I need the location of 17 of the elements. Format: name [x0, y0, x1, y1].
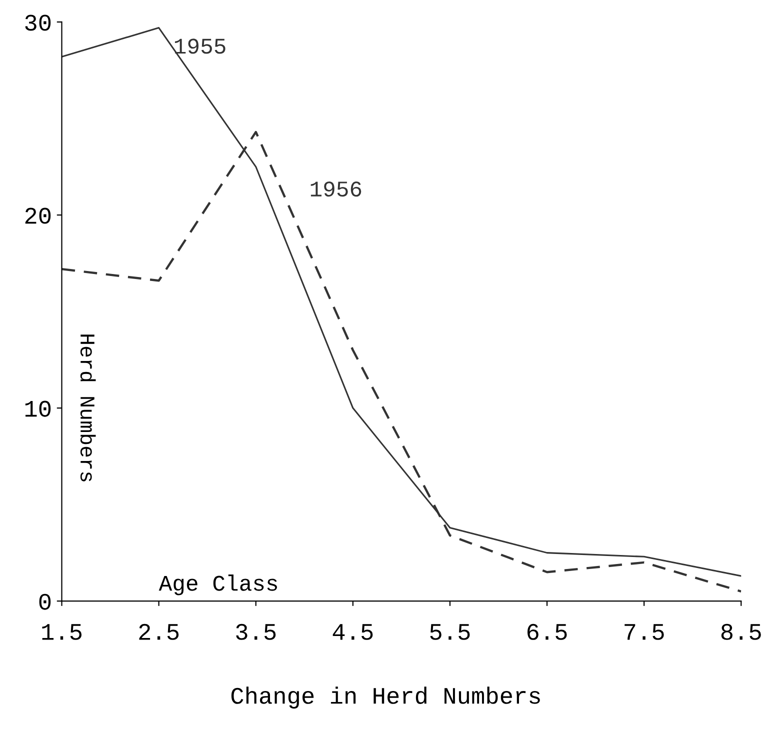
y-axis-title: Herd Numbers [80, 334, 96, 482]
x-tick-label: 1.5 [42, 624, 82, 640]
series-label: 1956 [310, 182, 362, 197]
x-tick-label: 2.5 [139, 624, 179, 640]
x-tick-label: 5.5 [430, 624, 470, 640]
y-tick-label: 20 [25, 208, 51, 224]
y-tick-label: 10 [25, 400, 51, 417]
x-tick-label: 3.5 [236, 624, 276, 640]
series-label: 1955 [174, 38, 226, 54]
x-tick-label: 4.5 [332, 624, 373, 640]
x-tick-label: 8.5 [721, 624, 761, 640]
x-tick-label: 7.5 [624, 624, 664, 640]
text: Change in Herd Numbers [231, 686, 540, 709]
x-tick-label: 6.5 [528, 624, 567, 640]
x-axis-title: Age Class [158, 574, 277, 596]
y-tick-label: 30 [25, 14, 51, 31]
y-tick-label: 0 [39, 594, 51, 610]
